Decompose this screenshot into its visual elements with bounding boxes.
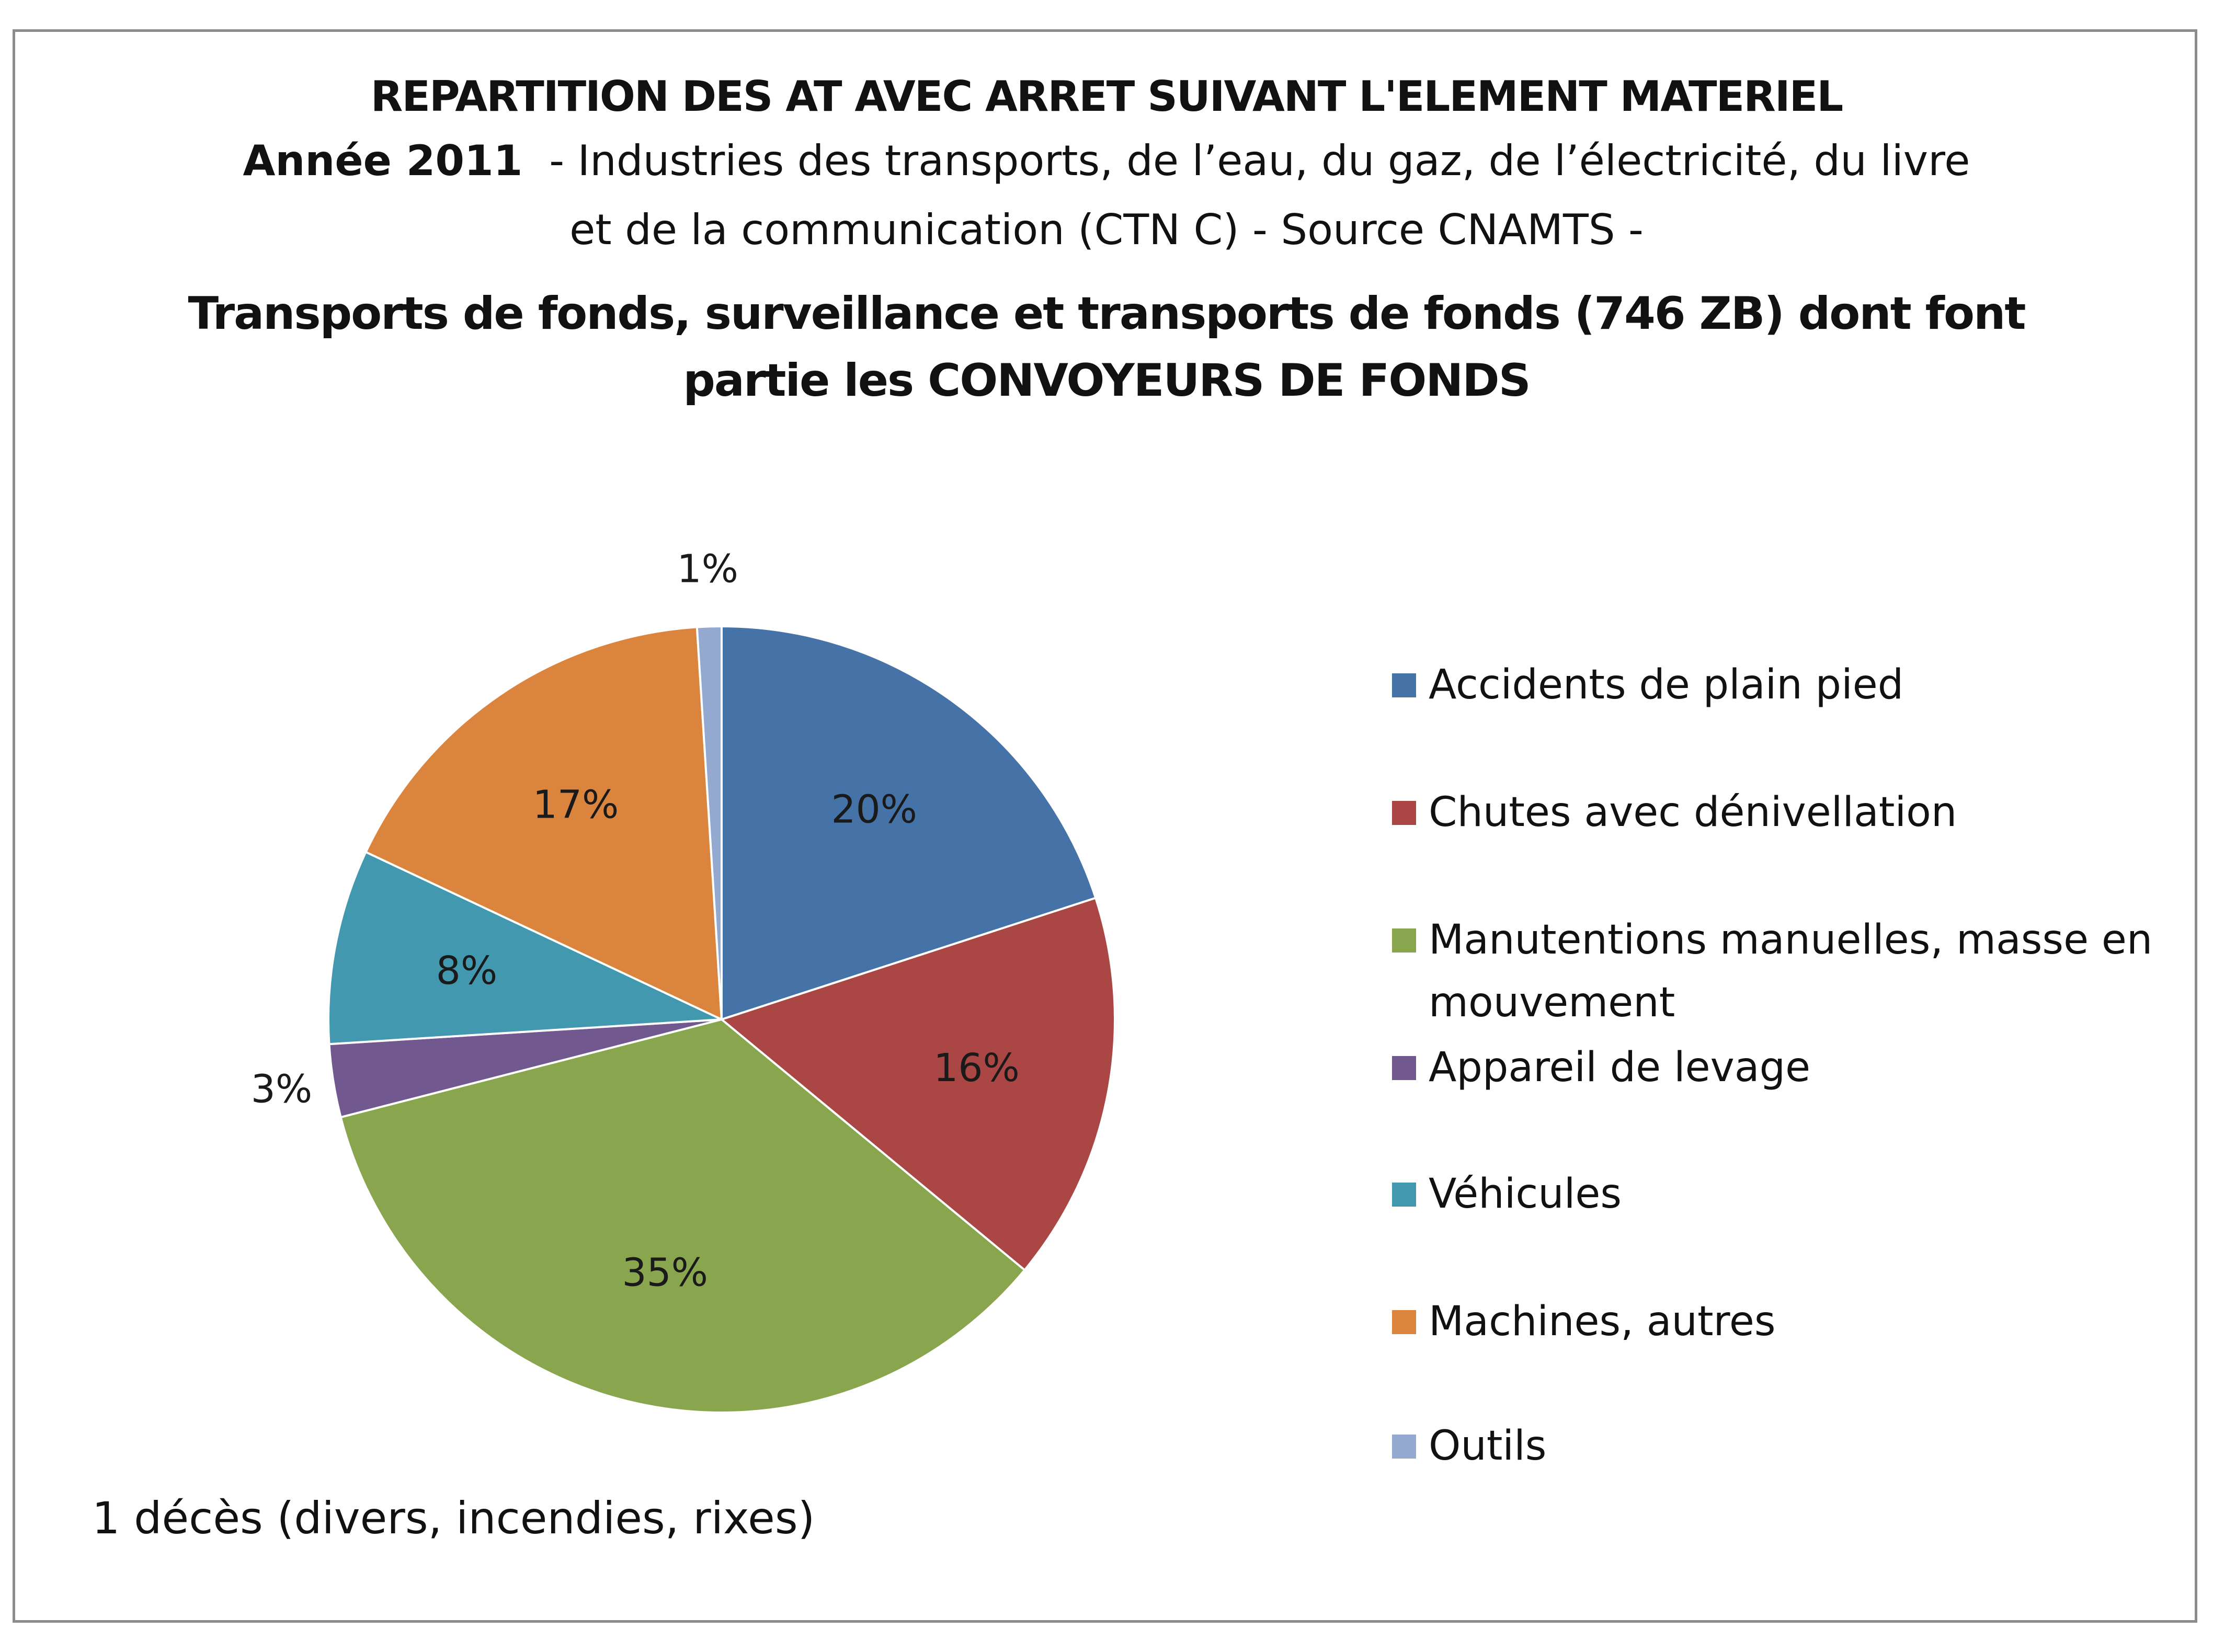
pie-data-label-1: 16%	[933, 1046, 1019, 1091]
legend-swatch	[1392, 673, 1416, 697]
legend-item-2: Manutentions manuelles, masse en mouvemen…	[1392, 909, 2152, 1034]
legend-item-5: Machines, autres	[1392, 1290, 1776, 1353]
legend-swatch	[1392, 1435, 1416, 1459]
chart-title-year: Année 2011	[243, 136, 523, 185]
chart-title-block: REPARTITION DES AT AVEC ARRET SUIVANT L'…	[0, 68, 2213, 414]
pie-data-label-5: 17%	[533, 783, 619, 828]
legend-label: Machines, autres	[1429, 1290, 1776, 1353]
legend-item-1: Chutes avec dénivellation	[1392, 781, 1957, 844]
chart-footnote: 1 décès (divers, incendies, rixes)	[92, 1493, 815, 1544]
pie-slice-2	[339, 1018, 1026, 1414]
legend-label-line: Machines, autres	[1429, 1298, 1776, 1345]
pie-data-label-4: 8%	[436, 948, 497, 993]
legend-label: Appareil de levage	[1429, 1036, 1810, 1099]
legend-swatch	[1392, 1183, 1416, 1207]
pie-slice-6	[695, 625, 723, 1020]
legend-label: Véhicules	[1429, 1163, 1622, 1225]
pie-data-label-0: 20%	[831, 787, 917, 832]
chart-title-line2: Année 2011 - Industries des transports, …	[0, 125, 2213, 197]
pie-slice-5	[364, 626, 723, 1022]
chart-title-sector: - Industries des transports, de l’eau, d…	[522, 136, 1970, 185]
pie-data-label-6: 1%	[677, 546, 738, 591]
chart-title: REPARTITION DES AT AVEC ARRET SUIVANT L'…	[370, 72, 1843, 121]
legend-label-line: mouvement	[1429, 979, 1675, 1026]
legend-label-line: Manutentions manuelles, masse en	[1429, 916, 2153, 963]
legend-label-line: Véhicules	[1429, 1171, 1622, 1218]
legend-item-3: Appareil de levage	[1392, 1036, 1810, 1099]
pie-data-label-3: 3%	[251, 1066, 312, 1111]
legend-item-4: Véhicules	[1392, 1163, 1622, 1225]
pie-slice-1	[719, 897, 1116, 1272]
legend-swatch	[1392, 1310, 1416, 1334]
legend-item-6: Outils	[1392, 1415, 1546, 1477]
legend-swatch	[1392, 801, 1416, 825]
legend-label-line: Appareil de levage	[1429, 1044, 1811, 1091]
legend-label: Manutentions manuelles, masse en mouvemen…	[1429, 909, 2152, 1034]
chart-title-line3: et de la communication (CTN C) - Source …	[569, 205, 1644, 254]
chart-subtitle-line1: Transports de fonds, surveillance et tra…	[188, 288, 2026, 340]
legend-label-line: Accidents de plain pied	[1429, 661, 1904, 708]
legend-label: Accidents de plain pied	[1429, 653, 1903, 716]
pie-data-label-2: 35%	[622, 1250, 708, 1295]
legend-label-line: Outils	[1429, 1422, 1547, 1470]
chart-frame	[13, 29, 2197, 1623]
legend-item-0: Accidents de plain pied	[1392, 653, 1903, 716]
legend-label: Outils	[1429, 1415, 1546, 1477]
pie-slice-0	[721, 625, 1097, 1021]
legend-label: Chutes avec dénivellation	[1429, 781, 1957, 844]
pie-slice-4	[327, 851, 722, 1046]
legend-swatch	[1392, 1056, 1416, 1080]
chart-subtitle-line2: partie les CONVOYEURS DE FONDS	[683, 354, 1531, 407]
legend-swatch	[1392, 928, 1416, 953]
legend-label-line: Chutes avec dénivellation	[1429, 789, 1957, 836]
